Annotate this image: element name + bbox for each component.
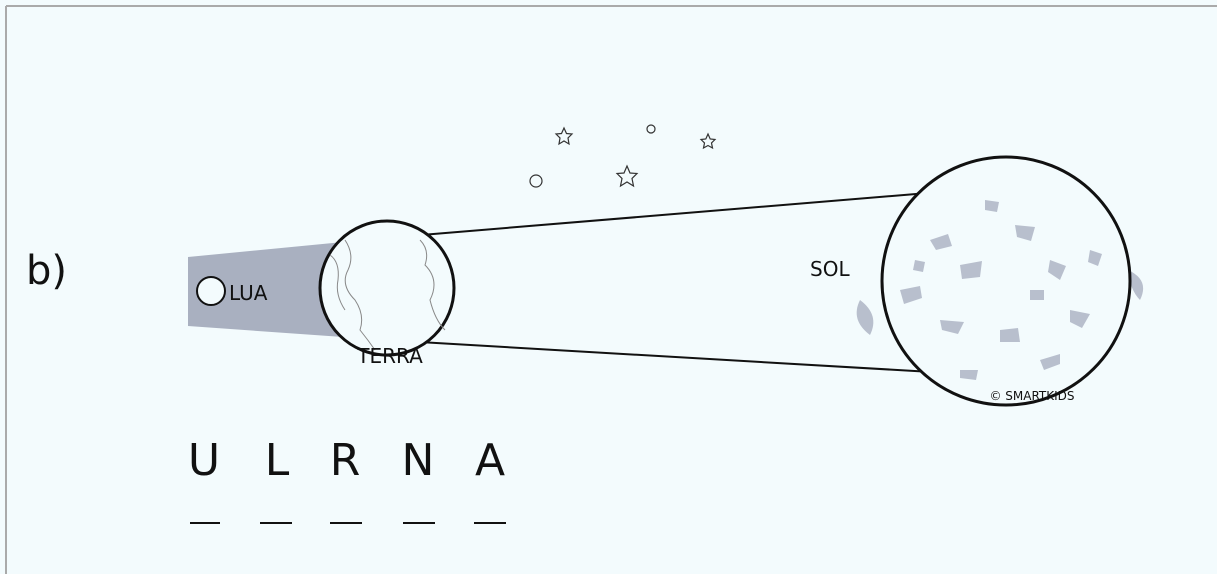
letter: N — [402, 435, 435, 486]
moon — [197, 277, 225, 305]
letter: L — [265, 435, 290, 486]
letter: R — [330, 435, 361, 486]
page: b) LUA TERRA SOL © SMARTKIDS U L R N A (… — [0, 0, 1217, 574]
moon-label: LUA — [229, 281, 268, 305]
letter: A — [475, 435, 505, 486]
exercise-label: b) — [26, 248, 67, 294]
diagram: b) LUA TERRA SOL © SMARTKIDS U L R N A — [0, 0, 1217, 574]
letter: U — [188, 435, 220, 486]
sun — [882, 157, 1130, 405]
sun-label: SOL — [810, 257, 850, 281]
earth-label: TERRA — [356, 344, 423, 368]
credit: © SMARTKIDS — [989, 389, 1074, 403]
